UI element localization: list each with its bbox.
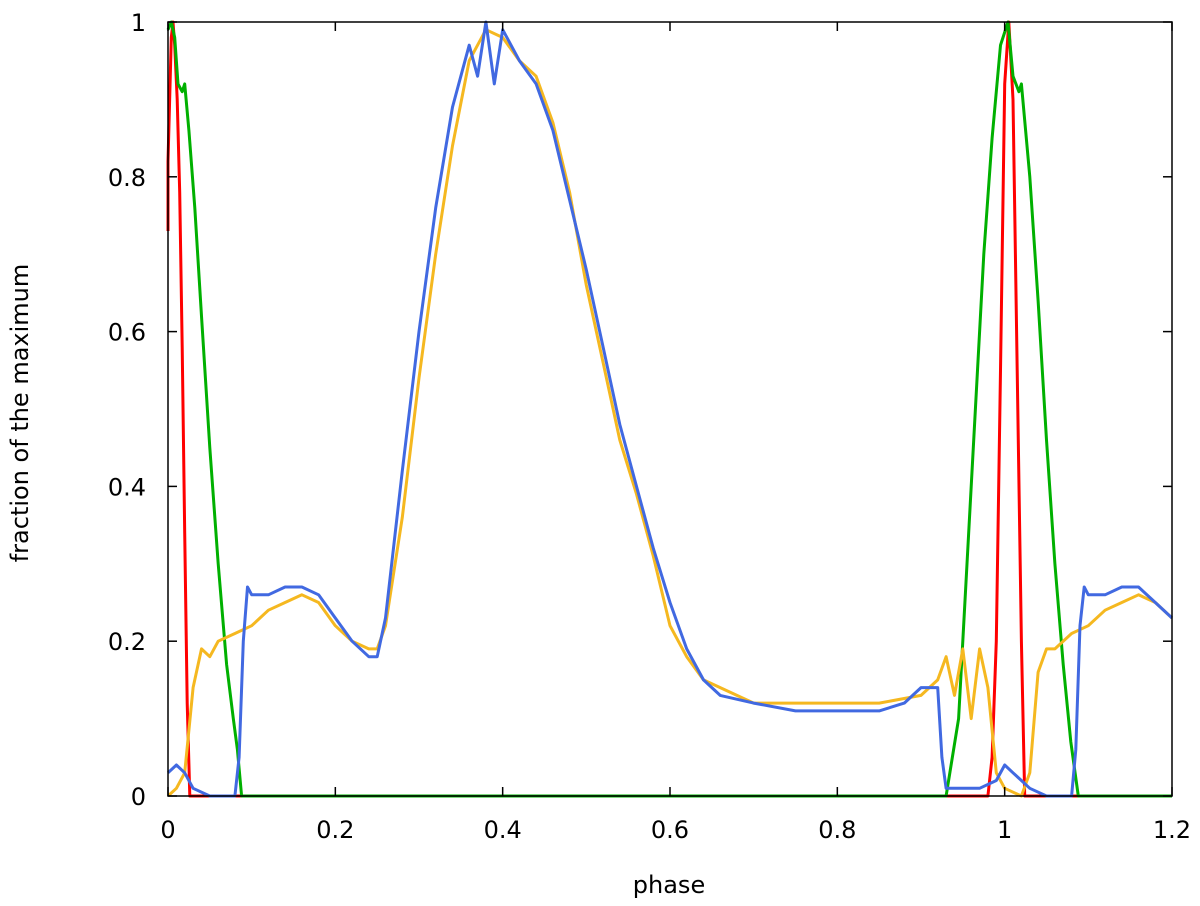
x-tick-label: 0.2 [316,816,354,844]
y-tick-label: 0.4 [108,473,146,501]
x-tick-label: 0.6 [651,816,689,844]
axis-ticks [167,21,1173,797]
y-tick-label: 0.8 [108,164,146,192]
y-tick-label: 0.6 [108,319,146,347]
x-tick-label: 0.8 [818,816,856,844]
y-tick-label: 0 [131,783,146,811]
x-tick-label: 1.2 [1153,816,1191,844]
x-tick-label: 0.4 [484,816,522,844]
x-axis-label: phase [633,871,705,899]
y-tick-label: 0.2 [108,628,146,656]
series-line-1 [166,20,1172,798]
x-tick-label: 1 [997,816,1012,844]
plot-lines [166,20,1174,798]
y-axis-label: fraction of the maximum [6,264,34,563]
y-tick-label: 1 [131,9,146,37]
x-tick-labels: 0 0.2 0.4 0.6 0.8 1 1.2 [160,816,1191,844]
series-line-2 [166,20,1172,798]
y-tick-labels: 0 0.2 0.4 0.6 0.8 1 [108,9,146,811]
series-line-4 [166,20,1174,798]
x-tick-label: 0 [160,816,175,844]
